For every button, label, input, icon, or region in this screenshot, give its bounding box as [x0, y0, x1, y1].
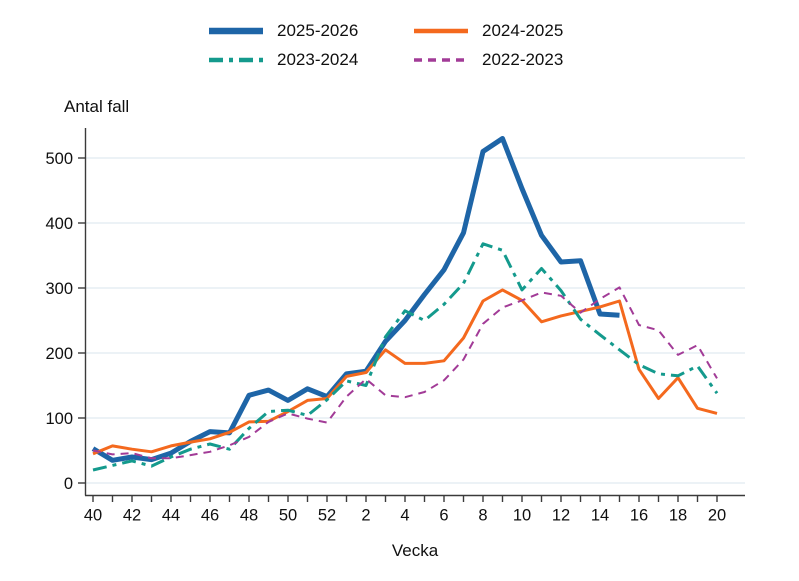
x-tick-label: 12	[552, 507, 570, 525]
y-axis-title: Antal fall	[64, 97, 130, 116]
x-tick-label: 16	[630, 507, 648, 525]
series-line-2024-2025	[92, 288, 718, 456]
y-tick-label: 300	[45, 280, 73, 298]
x-tick-label: 44	[162, 507, 180, 525]
legend-label: 2024-2025	[482, 21, 564, 40]
legend-line-swatch-2025-2026	[209, 27, 263, 34]
x-tick-label: 4	[400, 507, 409, 525]
x-tick-label: 6	[439, 507, 448, 525]
y-tick-label: 200	[45, 345, 73, 363]
x-tick-label: 14	[591, 507, 609, 525]
y-tick-label: 0	[64, 475, 73, 493]
legend-item-2022-2023: 2022-2023	[413, 51, 563, 68]
x-tick-label: 2	[361, 507, 370, 525]
series-line-2023-2024	[92, 242, 719, 472]
x-tick-label: 10	[513, 507, 531, 525]
x-tick-label: 8	[478, 507, 487, 525]
legend-line-swatch-2022-2023	[414, 57, 468, 62]
legend-line-swatch-2023-2024	[209, 57, 263, 62]
y-tick-label: 100	[45, 410, 73, 428]
x-tick-label: 20	[708, 507, 726, 525]
legend-label: 2023-2024	[277, 50, 359, 69]
legend-label: 2025-2026	[277, 21, 359, 40]
legend: 2025-2026 2024-2025 2023-2024 2022-2023	[208, 22, 563, 68]
x-tick-label: 52	[318, 507, 336, 525]
x-axis-title: Vecka	[391, 541, 439, 560]
y-tick-label: 500	[45, 150, 73, 168]
legend-label: 2022-2023	[482, 50, 564, 69]
legend-line-swatch-2024-2025	[414, 28, 468, 33]
x-tick-label: 46	[201, 507, 219, 525]
series-line-2025-2026	[91, 136, 620, 463]
x-tick-label: 48	[240, 507, 258, 525]
y-tick-label: 400	[45, 215, 73, 233]
legend-item-2023-2024: 2023-2024	[208, 51, 413, 68]
x-tick-label: 40	[84, 507, 102, 525]
x-tick-label: 18	[669, 507, 687, 525]
x-tick-label: 42	[123, 507, 141, 525]
x-tick-label: 50	[279, 507, 297, 525]
legend-item-2025-2026: 2025-2026	[208, 22, 413, 39]
legend-item-2024-2025: 2024-2025	[413, 22, 563, 39]
series-line-2022-2023	[92, 286, 718, 460]
